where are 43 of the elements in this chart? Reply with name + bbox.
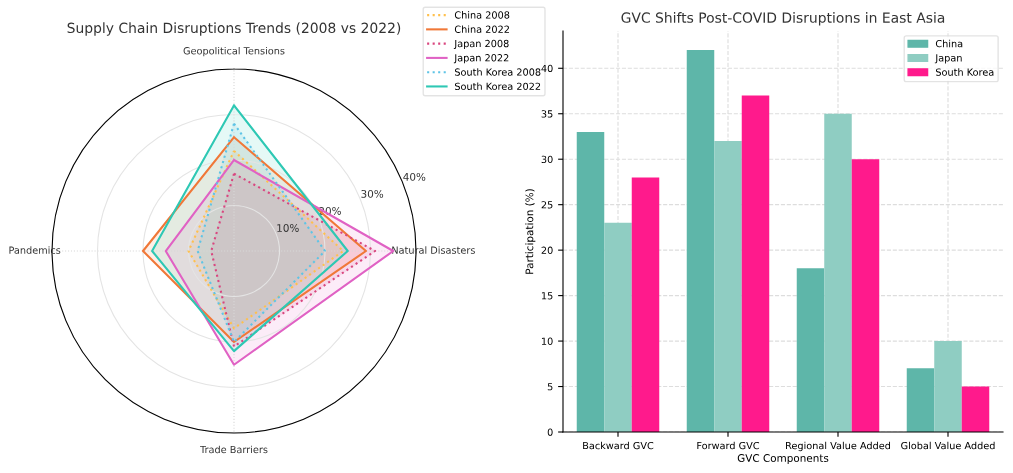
legend-label: Japan 2008 (453, 39, 509, 50)
x-tick-label: Global Value Added (901, 441, 995, 450)
y-tick-label: 40% (403, 172, 426, 181)
bar (686, 50, 715, 432)
y-tick-label: 40 (541, 64, 553, 73)
spoke-label: Trade Barriers (200, 445, 268, 454)
x-tick-label: Regional Value Added (786, 441, 891, 452)
y-axis-title: Participation (%) (525, 189, 536, 274)
bar (741, 95, 770, 432)
legend-label: South Korea (935, 68, 994, 76)
legend-label: China 2008 (454, 11, 510, 19)
bar (851, 159, 880, 432)
y-tick-label: 25 (541, 201, 553, 209)
bar (796, 268, 825, 432)
y-tick-label: 30% (361, 189, 384, 198)
y-tick-label: 5 (547, 383, 553, 391)
bar (631, 177, 660, 432)
bar (961, 386, 990, 432)
text: Supply Chain Disruptions Trends (2008 vs 2022) (67, 22, 401, 36)
x-tick-label: Forward GVC (697, 441, 760, 450)
legend-label: Japan 2022 (453, 54, 509, 64)
bar (934, 341, 962, 432)
bar (714, 141, 742, 432)
legend-label: South Korea 2008 (454, 68, 541, 76)
y-tick-label: 20 (541, 246, 553, 254)
spoke-label: Geopolitical Tensions (183, 46, 285, 57)
y-tick-label: 35 (541, 110, 553, 118)
legend-label: China 2022 (454, 25, 509, 33)
x-axis-title: GVC Components (737, 454, 829, 464)
bar (604, 222, 632, 432)
chart-title: GVC Shifts Post-COVID Disruptions in East Asia (621, 12, 945, 26)
y-tick-label: 10 (541, 337, 553, 345)
y-tick-label: 15 (541, 292, 553, 300)
bar (576, 131, 605, 432)
x-tick-label: Backward GVC (583, 441, 654, 450)
legend-label: Japan (934, 54, 962, 64)
legend-label: South Korea 2022 (454, 82, 541, 90)
bar (906, 368, 935, 432)
y-tick-label: 10% (277, 224, 299, 232)
bar (824, 113, 852, 432)
legend-label: China (935, 39, 963, 48)
y-tick-label: 30 (541, 155, 553, 164)
y-tick-label: 0 (547, 428, 553, 436)
